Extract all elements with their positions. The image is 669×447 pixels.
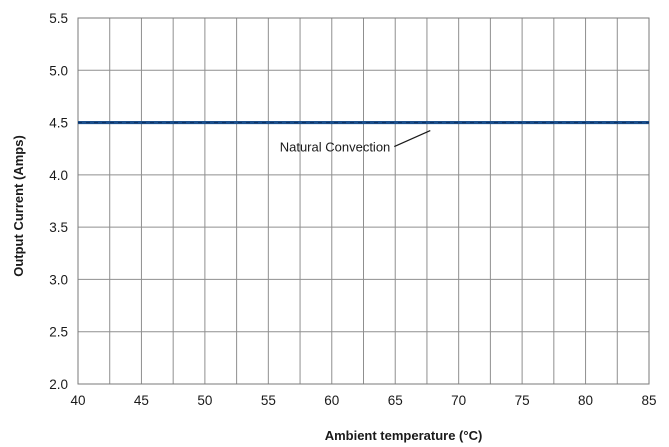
x-tick-label: 80 <box>578 393 593 408</box>
x-tick-labels: 40 45 50 55 60 65 70 75 80 85 <box>70 393 656 408</box>
y-tick-label: 4.0 <box>49 168 68 183</box>
annotation-natural-convection: Natural Convection <box>280 140 391 155</box>
y-tick-label: 2.0 <box>49 377 68 392</box>
x-tick-label: 50 <box>197 393 212 408</box>
y-tick-labels: 2.0 2.5 3.0 3.5 4.0 4.5 5.0 5.5 <box>49 11 68 392</box>
annotation-layer: Natural Convection <box>280 130 431 155</box>
x-tick-label: 85 <box>641 393 656 408</box>
plot-frame <box>77 17 650 385</box>
y-tick-label: 4.5 <box>49 116 68 131</box>
y-tick-label: 3.5 <box>49 220 68 235</box>
x-tick-label: 55 <box>261 393 276 408</box>
x-tick-label: 70 <box>451 393 466 408</box>
x-axis-title: Ambient temperature (°C) <box>325 428 483 443</box>
y-axis-title: Output Current (Amps) <box>11 135 26 277</box>
y-tick-label: 5.0 <box>49 63 68 78</box>
x-tick-label: 60 <box>324 393 339 408</box>
y-tick-label: 3.0 <box>49 272 68 287</box>
y-tick-label: 5.5 <box>49 11 68 26</box>
x-tick-label: 75 <box>515 393 530 408</box>
x-tick-label: 45 <box>134 393 149 408</box>
x-tick-label: 40 <box>70 393 85 408</box>
annotation-leader-line <box>394 130 431 148</box>
grid <box>77 17 650 385</box>
y-tick-label: 2.5 <box>49 325 68 340</box>
x-tick-label: 65 <box>388 393 403 408</box>
